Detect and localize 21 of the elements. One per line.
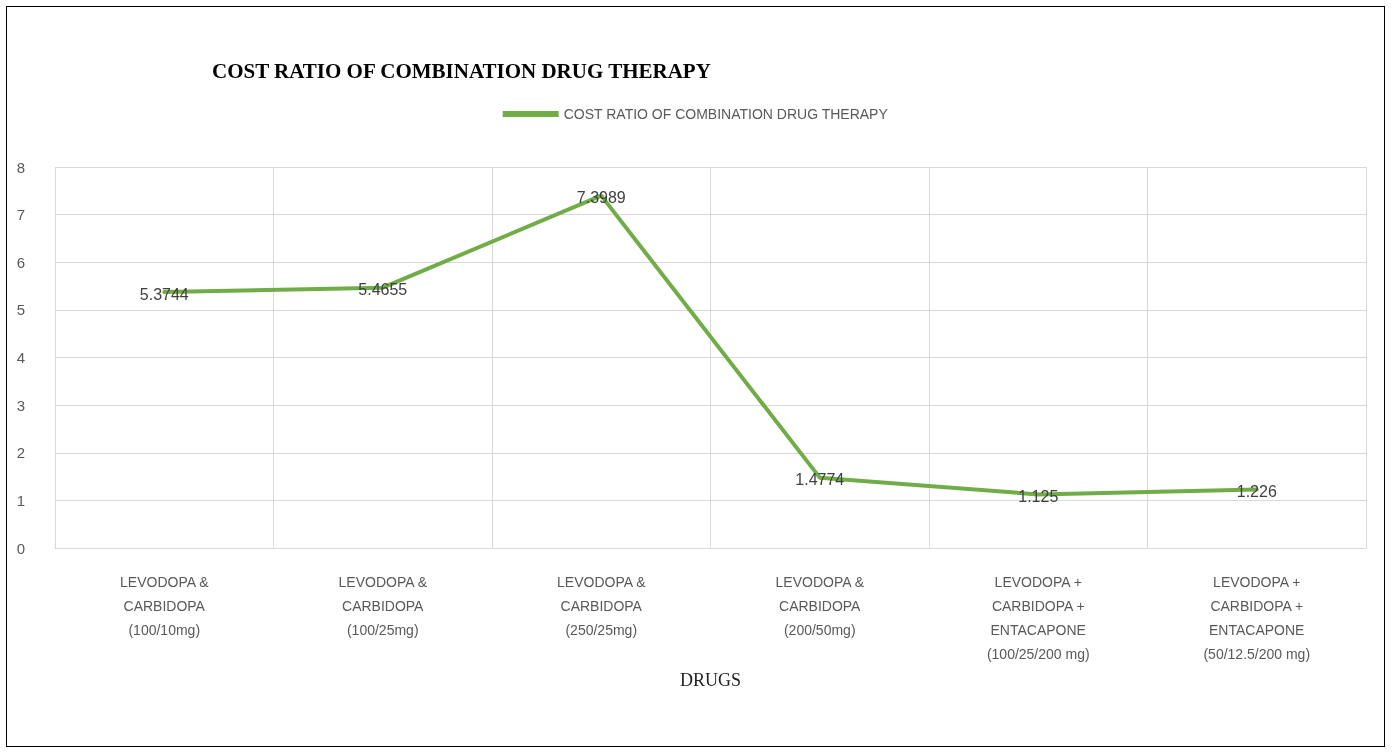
chart-title: COST RATIO OF COMBINATION DRUG THERAPY: [212, 58, 711, 83]
y-tick-label: 5: [16, 301, 25, 319]
x-tick-label: LEVODOPA & CARBIDOPA (100/10mg): [120, 574, 210, 638]
x-tick-label: LEVODOPA & CARBIDOPA (200/50mg): [775, 574, 865, 638]
y-tick-label: 3: [16, 396, 25, 414]
y-tick-label: 7: [16, 206, 25, 224]
x-tick-label: LEVODOPA & CARBIDOPA (250/25mg): [557, 574, 647, 638]
y-tick-label: 1: [16, 491, 25, 509]
y-tick-label: 0: [16, 539, 25, 557]
x-tick-label: LEVODOPA + CARBIDOPA + ENTACAPONE (100/25/200 mg): [986, 574, 1090, 662]
x-tick-label: LEVODOPA + CARBIDOPA + ENTACAPONE (50/12.5/200 mg): [1203, 574, 1311, 662]
y-tick-label: 8: [16, 158, 25, 176]
legend-label: COST RATIO OF COMBINATION DRUG THERAPY: [563, 106, 889, 122]
y-tick-label: 2: [16, 444, 25, 462]
data-label: 5.3744: [139, 285, 189, 303]
x-axis-title: DRUGS: [679, 669, 742, 690]
data-label: 1.4774: [795, 471, 845, 489]
y-tick-label: 6: [16, 253, 25, 271]
x-tick-label: LEVODOPA & CARBIDOPA (100/25mg): [338, 574, 428, 638]
data-label: 1.226: [1236, 483, 1277, 501]
y-tick-label: 4: [16, 349, 25, 366]
